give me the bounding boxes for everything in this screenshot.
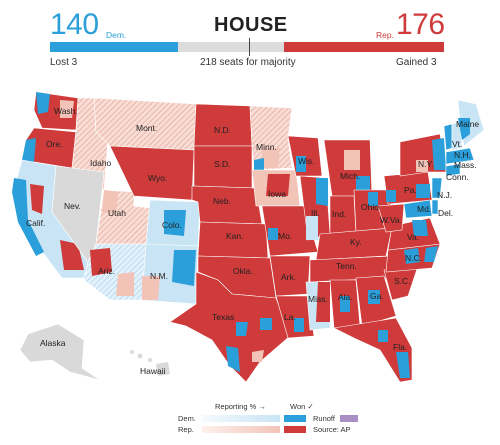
region-maryland[interactable] — [403, 199, 433, 219]
region-hawaii[interactable] — [130, 350, 170, 376]
region-alaska[interactable] — [19, 323, 101, 381]
label-alaska: Alaska — [40, 338, 66, 348]
legend-rep-label: Rep. — [178, 425, 194, 434]
legend-rep-reporting-swatch — [202, 426, 280, 433]
region-delaware[interactable] — [431, 199, 439, 215]
label-minn: Minn. — [256, 142, 277, 152]
label-colo: Colo. — [162, 220, 182, 230]
majority-text: 218 seats for majority — [200, 57, 296, 68]
label-nc: N.C. — [405, 253, 422, 263]
majority-marker — [249, 38, 250, 56]
label-hawaii: Hawaii — [140, 366, 166, 376]
label-ore: Ore. — [46, 139, 63, 149]
label-ny: N.Y. — [418, 159, 434, 169]
region-florida[interactable] — [333, 317, 413, 383]
label-nev: Nev. — [64, 201, 81, 211]
label-pa: Pa. — [404, 185, 417, 195]
label-nm: N.M. — [150, 271, 168, 281]
label-ind: Ind. — [332, 209, 347, 219]
region-new-jersey[interactable] — [431, 177, 443, 199]
legend-rep-won-swatch — [284, 426, 306, 433]
label-conn: Conn. — [446, 172, 469, 182]
rep-label: Rep. — [376, 30, 394, 40]
label-iowa: Iowa — [268, 189, 286, 199]
label-ga: Ga. — [370, 291, 384, 301]
legend-reporting-label: Reporting % → — [215, 402, 266, 411]
region-west-virginia[interactable] — [377, 203, 405, 233]
label-sc: S.C. — [394, 276, 411, 286]
label-nj: N.J. — [437, 190, 453, 200]
label-utah: Utah — [108, 208, 126, 218]
legend-won-label: Won ✓ — [290, 402, 314, 411]
region-connecticut[interactable] — [445, 163, 461, 177]
label-la: La. — [284, 312, 296, 322]
legend-runoff-label: Runoff — [313, 414, 335, 423]
dem-seat-bar — [50, 42, 178, 52]
region-new-hampshire[interactable] — [451, 121, 463, 151]
label-fla: Fla. — [393, 342, 408, 352]
region-minnesota[interactable] — [249, 105, 293, 171]
label-idaho: Idaho — [90, 158, 112, 168]
label-mass: Mass. — [454, 160, 477, 170]
legend-runoff-swatch — [340, 415, 358, 422]
label-mich: Mich. — [340, 171, 361, 181]
label-calif: Calif. — [26, 218, 46, 228]
label-sd: S.D. — [214, 159, 231, 169]
chamber-title: HOUSE — [214, 14, 288, 36]
label-ala: Ala. — [338, 292, 353, 302]
label-nh: N.H. — [454, 150, 471, 160]
label-texas: Texas — [212, 312, 235, 322]
label-del: Del. — [438, 208, 454, 218]
legend-dem-label: Dem. — [178, 414, 196, 423]
label-nd: N.D. — [214, 125, 231, 135]
rep-seat-bar — [284, 42, 444, 52]
label-kan: Kan. — [226, 231, 244, 241]
rep-change: Gained 3 — [396, 57, 437, 68]
label-wash: Wash. — [54, 106, 78, 116]
label-ohio: Ohio — [361, 202, 379, 212]
label-miss: Miss. — [308, 294, 328, 304]
label-wyo: Wyo. — [148, 173, 168, 183]
label-tenn: Tenn. — [336, 261, 357, 271]
label-mont: Mont. — [136, 123, 158, 133]
label-ark: Ark. — [281, 272, 297, 282]
rep-seat-count: 176 — [396, 8, 445, 41]
undecided-seat-bar — [178, 42, 284, 52]
label-ariz: Ariz. — [98, 266, 115, 276]
label-wva: W.Va. — [380, 215, 403, 225]
dem-change: Lost 3 — [50, 57, 78, 68]
dem-seat-count: 140 — [50, 8, 99, 41]
region-oregon[interactable] — [21, 127, 77, 169]
label-ky: Ky. — [350, 237, 362, 247]
label-vt: Vt. — [452, 139, 463, 149]
label-mo: Mo. — [278, 231, 293, 241]
label-maine: Maine — [456, 119, 480, 129]
label-md: Md. — [417, 204, 432, 214]
region-louisiana[interactable] — [275, 295, 315, 339]
label-ill: Ill. — [311, 208, 320, 218]
source-note: Source: AP — [313, 425, 351, 434]
legend-dem-won-swatch — [284, 415, 306, 422]
label-wis: Wis. — [298, 156, 315, 166]
label-neb: Neb. — [213, 196, 231, 206]
region-vermont[interactable] — [443, 123, 453, 151]
label-okla: Okla. — [233, 266, 253, 276]
region-massachusetts[interactable] — [445, 147, 475, 165]
legend-dem-reporting-swatch — [202, 415, 280, 422]
seat-progress-bar — [50, 38, 444, 56]
dem-label: Dem. — [106, 30, 127, 40]
label-va: Va. — [407, 232, 420, 242]
